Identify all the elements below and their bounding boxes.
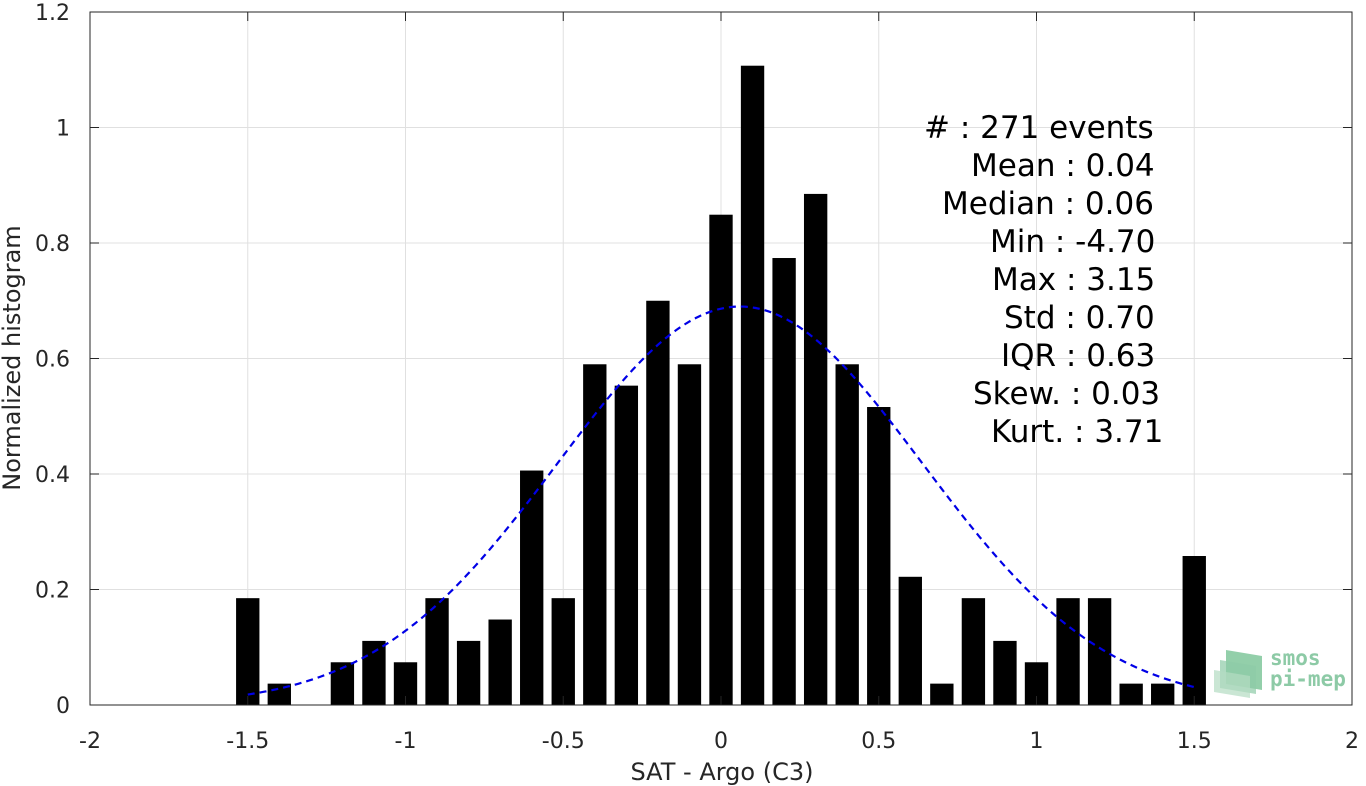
histogram-bar [867, 407, 891, 705]
histogram-bar [362, 640, 386, 705]
histogram-bar [551, 598, 575, 705]
histogram-bar [1151, 683, 1175, 705]
y-tick-label: 0.2 [35, 579, 70, 604]
x-tick-label: 0.5 [861, 729, 896, 754]
histogram-bar [709, 214, 733, 705]
x-tick-label: -0.5 [542, 729, 585, 754]
histogram-bar [236, 598, 260, 705]
histogram-bar [646, 300, 670, 705]
x-tick-label: 1 [1030, 729, 1044, 754]
y-axis-label: Normalized histogram [0, 225, 26, 490]
y-tick-label: 1.2 [35, 1, 70, 26]
histogram-bar [993, 640, 1017, 705]
x-tick-label: -2 [79, 729, 101, 754]
normal-fit-curve [247, 305, 1195, 696]
histogram-bar [1087, 598, 1112, 705]
histogram-bar [1056, 598, 1080, 705]
histogram-bar [961, 598, 986, 705]
histogram-bars [236, 65, 1206, 705]
histogram-bar [772, 258, 796, 705]
histogram-bar [1119, 683, 1143, 705]
histogram-bar [803, 193, 828, 705]
wave-logo-icon [1214, 650, 1262, 698]
stats-line-iqr: IQR : 0.63 [1001, 338, 1155, 374]
histogram-bar [393, 662, 418, 705]
stats-line-median: Median : 0.06 [942, 186, 1154, 222]
x-tick-label: 2 [1345, 729, 1359, 754]
histogram-bar [1024, 662, 1049, 705]
x-tick-label: 1.5 [1177, 729, 1212, 754]
x-tick-label: -1 [395, 729, 417, 754]
histogram-bar [456, 640, 481, 705]
y-tick-label: 0 [56, 694, 70, 719]
stats-line-kurt: Kurt. : 3.71 [991, 414, 1163, 450]
stats-line-mean: Mean : 0.04 [971, 148, 1155, 184]
x-axis-label: SAT - Argo (C3) [631, 758, 814, 786]
stats-line-std: Std : 0.70 [1004, 300, 1155, 336]
axis-ticks: -2 -1.5 -1 -0.5 0 0.5 1 1.5 2 0 0.2 0.4 0.6 0.8 1 1.2 [35, 1, 1359, 754]
stats-line-max: Max : 3.15 [992, 262, 1155, 298]
histogram-bar [898, 576, 922, 705]
stats-line-skew: Skew. : 0.03 [973, 376, 1160, 412]
x-tick-label: 0 [714, 729, 728, 754]
histogram-bar [930, 683, 954, 705]
y-tick-label: 1 [56, 117, 70, 142]
histogram-bar [677, 364, 702, 705]
smos-pi-mep-logo: smos pi-mep [1214, 646, 1346, 698]
y-tick-label: 0.6 [35, 348, 70, 373]
x-tick-label: -1.5 [226, 729, 269, 754]
histogram-bar [1182, 556, 1206, 705]
stats-line-min: Min : -4.70 [990, 224, 1155, 260]
histogram-bar [583, 364, 607, 705]
y-tick-label: 0.4 [35, 463, 70, 488]
stats-line-count: # : 271 events [924, 110, 1154, 146]
histogram-bar [614, 385, 639, 705]
histogram-bar [488, 619, 512, 705]
histogram-bar [520, 470, 544, 705]
logo-text-pi-mep: pi-mep [1270, 667, 1346, 691]
histogram-bar [425, 598, 449, 705]
histogram-bar [740, 65, 765, 705]
stats-annotation: # : 271 events Mean : 0.04 Median : 0.06… [924, 110, 1163, 450]
y-tick-label: 0.8 [35, 232, 70, 257]
histogram-bar [835, 364, 859, 705]
logo-text-smos: smos [1270, 646, 1321, 670]
histogram-bar [330, 662, 355, 705]
